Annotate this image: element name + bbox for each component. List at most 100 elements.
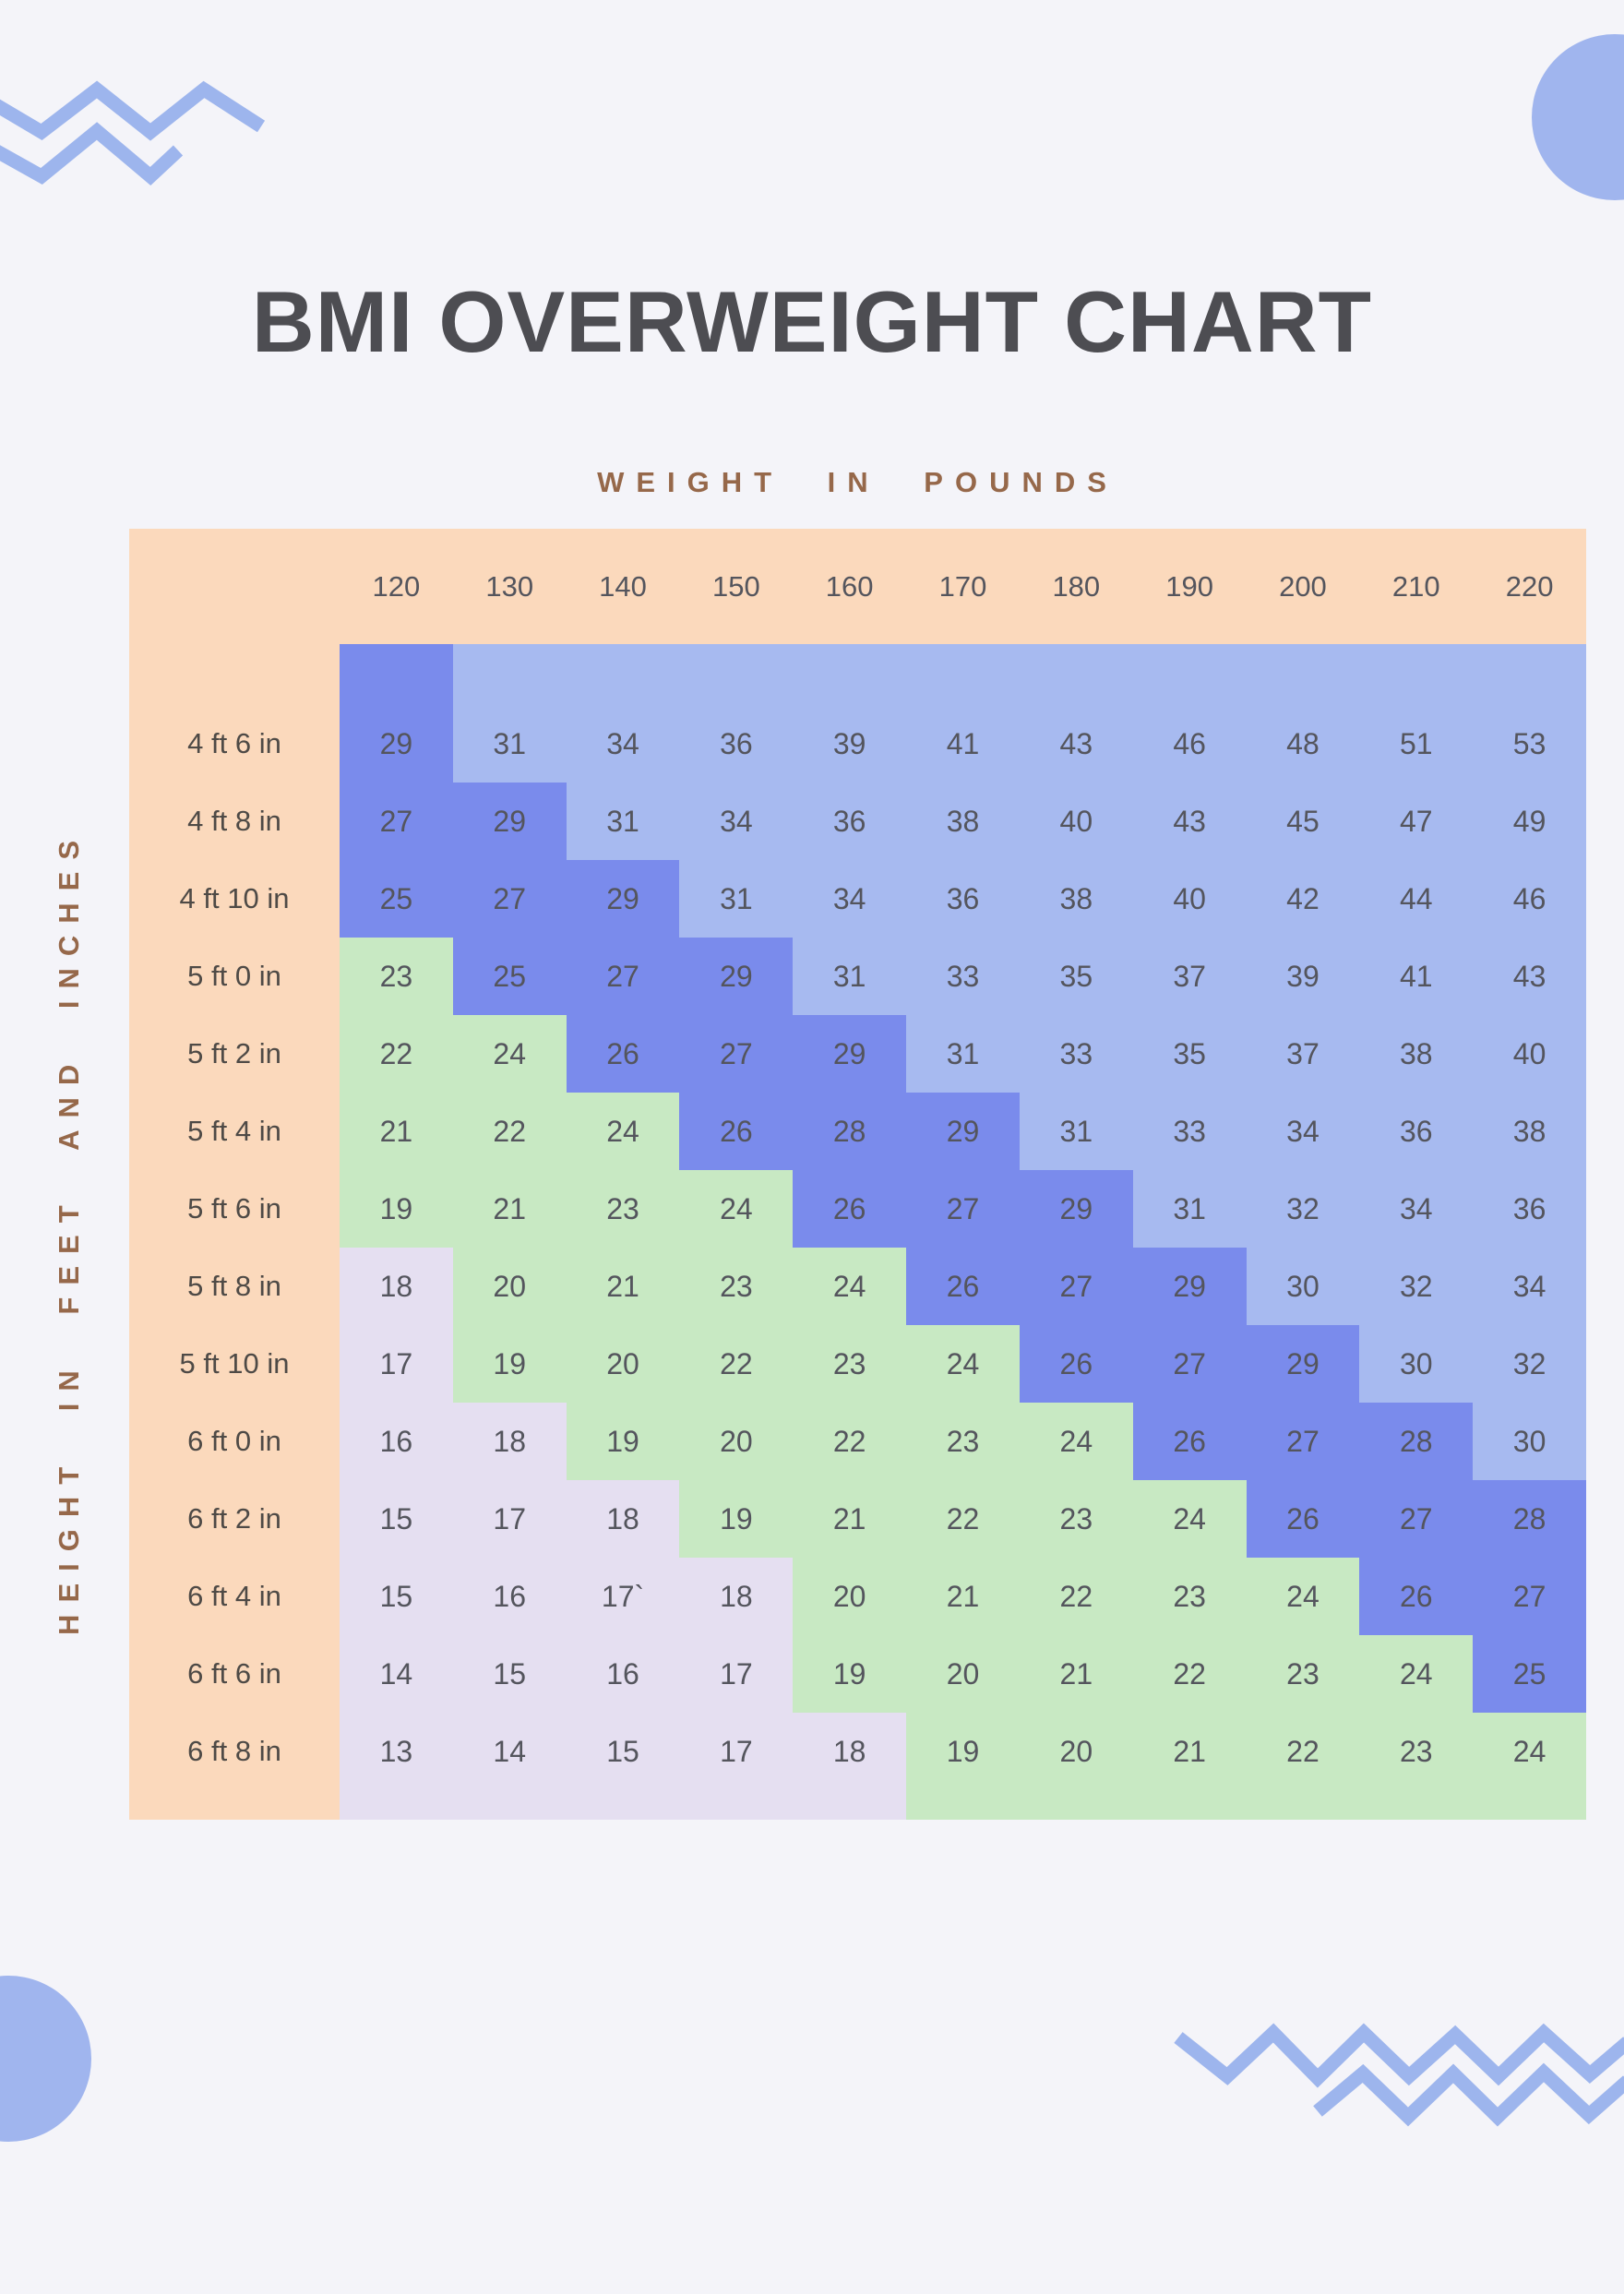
bmi-cell: 35 [1132,1015,1247,1093]
weight-col-header: 120 [372,569,421,603]
bmi-cell: 40 [1132,860,1247,938]
bmi-cell: 21 [906,1558,1020,1635]
bmi-cell: 43 [1019,644,1133,783]
bmi-cell: 34 [566,644,680,783]
height-row-label: 6 ft 8 in [187,1735,281,1767]
bmi-cell: 22 [793,1403,907,1480]
bmi-cell: 27 [1246,1403,1360,1480]
bmi-cell: 21 [452,1170,567,1248]
height-row-label: 6 ft 2 in [187,1502,281,1535]
bmi-cell: 29 [906,1093,1020,1170]
weight-col-header: 150 [711,569,760,603]
bmi-cell: 27 [1473,1558,1586,1635]
bmi-cell: 27 [1359,1480,1474,1558]
bmi-cell: 46 [1473,860,1586,938]
height-axis-label: HEIGHT IN FEET AND INCHES [53,829,85,1635]
weight-col-header: 160 [825,569,874,603]
bmi-cell: 22 [679,1325,794,1403]
bmi-cell: 33 [1019,1015,1133,1093]
bmi-cell: 26 [793,1170,907,1248]
bmi-cell: 31 [679,860,794,938]
table-corner-cell [129,529,340,644]
bmi-cell: 19 [793,1635,907,1713]
bmi-cell: 18 [793,1713,907,1820]
bmi-cell: 14 [452,1713,567,1820]
bmi-cell: 21 [340,1093,453,1170]
bmi-cell: 47 [1359,783,1474,860]
bmi-cell: 26 [1246,1480,1360,1558]
weight-col-header: 220 [1505,569,1554,603]
bmi-cell: 49 [1473,783,1586,860]
weight-col-header: 130 [485,569,534,603]
bmi-cell: 19 [452,1325,567,1403]
bmi-cell: 36 [906,860,1020,938]
bmi-cell: 23 [793,1325,907,1403]
height-row-label: 6 ft 4 in [187,1580,281,1612]
page-title: BMI OVERWEIGHT CHART [251,273,1373,370]
bmi-cell: 18 [679,1558,794,1635]
bmi-cell: 36 [1359,1093,1474,1170]
bmi-cell: 27 [906,1170,1020,1248]
bmi-cell: 34 [679,783,794,860]
bmi-cell: 20 [679,1403,794,1480]
bmi-cell: 35 [1019,938,1133,1015]
bmi-cell: 15 [566,1713,680,1820]
bmi-cell: 25 [340,860,453,938]
bmi-cell: 26 [679,1093,794,1170]
bmi-cell: 22 [452,1093,567,1170]
bmi-cell: 25 [452,938,567,1015]
bmi-cell: 30 [1359,1325,1474,1403]
circle-bottom-left-decoration [0,1976,91,2142]
bmi-cell: 17` [566,1558,680,1635]
bmi-cell: 22 [906,1480,1020,1558]
bmi-cell: 36 [1473,1170,1586,1248]
bmi-cell: 31 [793,938,907,1015]
bmi-cell: 22 [1132,1635,1247,1713]
bmi-cell: 23 [906,1403,1020,1480]
bmi-cell: 29 [1246,1325,1360,1403]
bmi-cell: 29 [452,783,567,860]
bmi-cell: 19 [340,1170,453,1248]
bmi-cell: 39 [1246,938,1360,1015]
bmi-cell: 33 [1132,1093,1247,1170]
bmi-cell: 24 [1132,1480,1247,1558]
bmi-cell: 23 [1359,1713,1474,1820]
height-row-label: 5 ft 0 in [187,960,281,992]
bmi-cell: 24 [1359,1635,1474,1713]
bmi-cell: 22 [340,1015,453,1093]
height-row-label: 5 ft 4 in [187,1115,281,1147]
bmi-cell: 13 [340,1713,453,1820]
zigzag-bottom-right-decoration [1174,2023,1624,2127]
height-row-label: 5 ft 10 in [179,1347,290,1380]
bmi-cell: 26 [1359,1558,1474,1635]
bmi-cell: 24 [566,1093,680,1170]
bmi-cell: 20 [566,1325,680,1403]
bmi-cell: 34 [793,860,907,938]
bmi-cell: 22 [1019,1558,1133,1635]
bmi-cell: 28 [1473,1480,1586,1558]
bmi-cell: 42 [1246,860,1360,938]
bmi-cell: 27 [566,938,680,1015]
bmi-cell: 24 [679,1170,794,1248]
bmi-cell: 33 [906,938,1020,1015]
bmi-cell: 24 [906,1325,1020,1403]
bmi-cell: 26 [1132,1403,1247,1480]
bmi-cell: 39 [793,644,907,783]
bmi-cell: 28 [793,1093,907,1170]
bmi-cell: 18 [452,1403,567,1480]
bmi-cell: 34 [1246,1093,1360,1170]
bmi-cell: 19 [566,1403,680,1480]
bmi-cell: 15 [340,1558,453,1635]
bmi-cell: 43 [1473,938,1586,1015]
bmi-cell: 31 [906,1015,1020,1093]
bmi-cell: 38 [1019,860,1133,938]
bmi-cell: 26 [906,1248,1020,1325]
bmi-cell: 34 [1359,1170,1474,1248]
weight-col-header: 190 [1165,569,1213,603]
bmi-cell: 27 [1132,1325,1247,1403]
height-row-label: 4 ft 6 in [187,727,281,759]
bmi-cell: 17 [679,1635,794,1713]
bmi-cell: 20 [906,1635,1020,1713]
bmi-cell: 27 [1019,1248,1133,1325]
bmi-cell: 21 [793,1480,907,1558]
